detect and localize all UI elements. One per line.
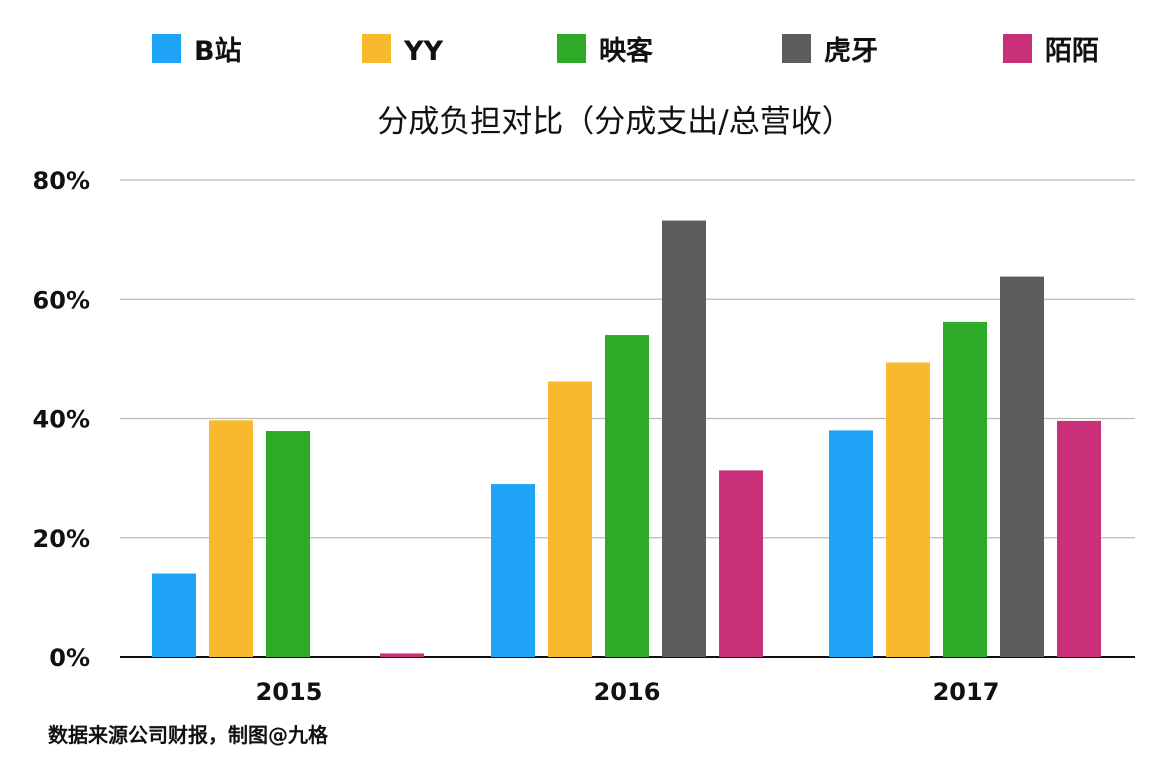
bar-2015-1 <box>209 420 253 657</box>
bar-2015-4 <box>380 653 424 657</box>
legend-swatch-0 <box>152 34 181 63</box>
legend-label-1: YY <box>403 36 444 67</box>
bar-2016-0 <box>491 484 535 657</box>
y-tick-label-2: 40% <box>33 406 90 434</box>
bar-2017-0 <box>829 430 873 657</box>
chart-title: 分成负担对比（分成支出/总营收） <box>377 104 852 140</box>
bar-2017-1 <box>886 362 930 657</box>
legend-label-0: B站 <box>194 36 242 67</box>
legend-label-2: 映客 <box>599 35 654 67</box>
y-tick-label-3: 60% <box>33 286 90 314</box>
source-note: 数据来源公司财报，制图@九格 <box>48 723 329 747</box>
bar-2015-2 <box>266 431 310 657</box>
legend-swatch-2 <box>557 34 586 63</box>
legend-swatch-1 <box>362 34 391 63</box>
chart-legend: B站 YY 映客 虎牙 陌陌 <box>152 34 1099 67</box>
bar-2017-2 <box>943 321 987 657</box>
bar-2016-2 <box>605 335 649 657</box>
x-tick-label-2017: 2017 <box>933 678 1000 706</box>
bar-2017-4 <box>1057 420 1101 657</box>
bar-2016-3 <box>662 220 706 658</box>
bar-2017-3 <box>1000 276 1044 657</box>
legend-label-4: 陌陌 <box>1045 36 1099 67</box>
y-tick-label-1: 20% <box>33 525 90 553</box>
chart-bars <box>152 220 1101 658</box>
y-tick-label-0: 0% <box>49 644 90 672</box>
legend-swatch-4 <box>1003 34 1032 63</box>
y-tick-label-4: 80% <box>33 167 90 195</box>
legend-label-3: 虎牙 <box>824 36 878 67</box>
bar-2016-1 <box>548 381 592 657</box>
legend-swatch-3 <box>782 34 811 63</box>
y-axis-ticks: 0% 20% 40% 60% 80% <box>33 167 90 672</box>
x-axis-labels: 2015 2016 2017 <box>256 678 1000 706</box>
bar-2016-4 <box>719 470 763 657</box>
bar-2015-0 <box>152 573 196 657</box>
x-tick-label-2015: 2015 <box>256 678 323 706</box>
x-tick-label-2016: 2016 <box>594 678 661 706</box>
